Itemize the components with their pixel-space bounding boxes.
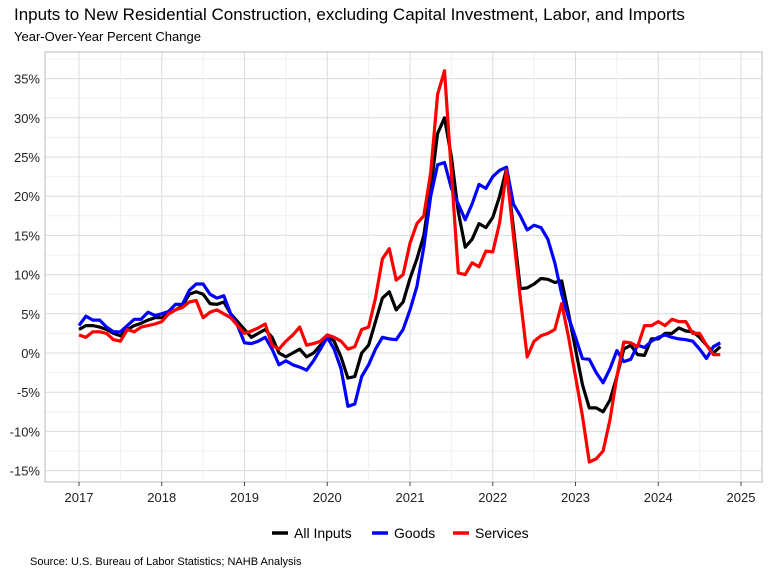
- x-tick-label: 2022: [478, 490, 507, 505]
- series-line-services: [78, 69, 721, 464]
- legend-label: Services: [475, 525, 529, 541]
- source-note: Source: U.S. Bureau of Labor Statistics;…: [30, 556, 302, 568]
- y-tick-label: 25%: [14, 150, 40, 165]
- x-tick-label: 2023: [561, 490, 590, 505]
- y-tick-label: 35%: [14, 72, 40, 87]
- chart-title: Inputs to New Residential Construction, …: [14, 5, 685, 24]
- legend-label: Goods: [394, 525, 435, 541]
- plot-frame: [44, 51, 763, 483]
- y-tick-label: -10%: [10, 424, 41, 439]
- x-tick-label: 2020: [313, 490, 342, 505]
- legend-label: All Inputs: [294, 525, 352, 541]
- x-tick-label: 2025: [727, 490, 756, 505]
- y-tick-label: 15%: [14, 228, 40, 243]
- y-tick-label: 10%: [14, 268, 40, 283]
- y-tick-label: -15%: [10, 464, 41, 479]
- y-tick-label: 5%: [21, 307, 40, 322]
- x-tick-label: 2017: [65, 490, 94, 505]
- y-tick-label: 0%: [21, 346, 40, 361]
- legend-item: Services: [453, 525, 529, 541]
- x-tick-label: 2019: [230, 490, 259, 505]
- x-tick-label: 2024: [644, 490, 673, 505]
- series-line-all-inputs: [78, 116, 722, 414]
- legend-item: Goods: [372, 525, 435, 541]
- series-line-goods: [77, 160, 722, 408]
- y-tick-label: 20%: [14, 189, 40, 204]
- x-tick-label: 2018: [147, 490, 176, 505]
- x-tick-label: 2021: [396, 490, 425, 505]
- chart-subtitle: Year-Over-Year Percent Change: [14, 29, 201, 44]
- legend-item: All Inputs: [272, 525, 352, 541]
- y-tick-label: -5%: [17, 385, 41, 400]
- y-tick-label: 30%: [14, 111, 40, 126]
